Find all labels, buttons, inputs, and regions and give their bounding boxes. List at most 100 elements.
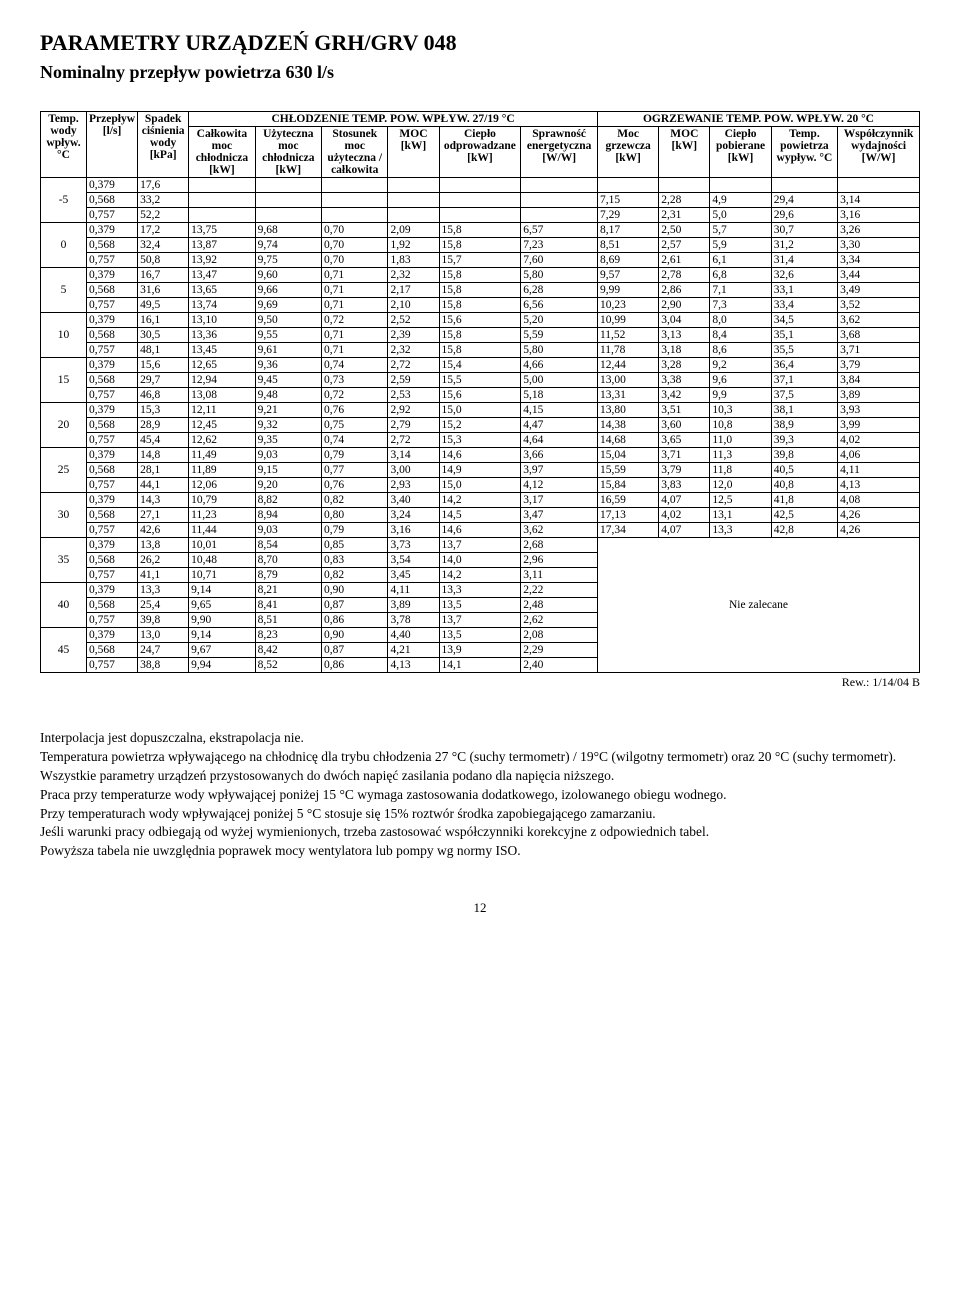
value-cell: 31,4 xyxy=(771,253,837,268)
pressure-drop-cell: 46,8 xyxy=(138,388,189,403)
note-line: Powyższa tabela nie uwzględnia poprawek … xyxy=(40,843,920,860)
table-row: 250,37914,811,499,030,793,1414,63,6615,0… xyxy=(41,448,920,463)
value-cell: 8,17 xyxy=(597,223,658,238)
value-cell xyxy=(439,178,521,193)
value-cell xyxy=(189,178,255,193)
value-cell: 13,10 xyxy=(189,313,255,328)
flow-cell: 0,757 xyxy=(86,613,137,628)
value-cell xyxy=(255,193,321,208)
pressure-drop-cell: 39,8 xyxy=(138,613,189,628)
value-cell: 11,0 xyxy=(710,433,771,448)
page-title: PARAMETRY URZĄDZEŃ GRH/GRV 048 xyxy=(40,30,920,56)
value-cell: 9,15 xyxy=(255,463,321,478)
value-cell: 14,6 xyxy=(439,448,521,463)
note-line: Przy temperaturach wody wpływającej poni… xyxy=(40,806,920,823)
value-cell: 11,8 xyxy=(710,463,771,478)
temp-group-cell: -5 xyxy=(41,178,87,223)
value-cell: 15,8 xyxy=(439,238,521,253)
value-cell: 2,17 xyxy=(388,283,439,298)
value-cell: 8,41 xyxy=(255,598,321,613)
value-cell: 8,54 xyxy=(255,538,321,553)
flow-cell: 0,568 xyxy=(86,598,137,613)
value-cell: 0,86 xyxy=(322,613,388,628)
table-row: 0,56827,111,238,940,803,2414,53,4717,134… xyxy=(41,508,920,523)
temp-group-cell: 5 xyxy=(41,268,87,313)
value-cell: 15,8 xyxy=(439,328,521,343)
value-cell: 36,4 xyxy=(771,358,837,373)
flow-cell: 0,568 xyxy=(86,418,137,433)
value-cell: 3,30 xyxy=(838,238,920,253)
value-cell: 12,65 xyxy=(189,358,255,373)
pressure-drop-cell: 45,4 xyxy=(138,433,189,448)
value-cell: 5,9 xyxy=(710,238,771,253)
value-cell: 40,5 xyxy=(771,463,837,478)
value-cell: 13,87 xyxy=(189,238,255,253)
value-cell: 8,4 xyxy=(710,328,771,343)
value-cell: 12,5 xyxy=(710,493,771,508)
value-cell: 9,14 xyxy=(189,583,255,598)
value-cell: 10,8 xyxy=(710,418,771,433)
value-cell: 6,57 xyxy=(521,223,598,238)
value-cell: 7,23 xyxy=(521,238,598,253)
col-c7: Moc grzewcza [kW] xyxy=(597,127,658,178)
value-cell: 2,68 xyxy=(521,538,598,553)
value-cell xyxy=(439,208,521,223)
pressure-drop-cell: 29,7 xyxy=(138,373,189,388)
value-cell xyxy=(597,178,658,193)
flow-cell: 0,568 xyxy=(86,193,137,208)
value-cell: 17,34 xyxy=(597,523,658,538)
value-cell: 2,92 xyxy=(388,403,439,418)
value-cell: 4,02 xyxy=(659,508,710,523)
value-cell: 3,93 xyxy=(838,403,920,418)
value-cell: 4,26 xyxy=(838,508,920,523)
value-cell: 10,3 xyxy=(710,403,771,418)
value-cell: 12,0 xyxy=(710,478,771,493)
table-row: 0,56833,27,152,284,929,43,14 xyxy=(41,193,920,208)
table-row: 0,75744,112,069,200,762,9315,04,1215,843… xyxy=(41,478,920,493)
value-cell: 0,85 xyxy=(322,538,388,553)
value-cell: 0,80 xyxy=(322,508,388,523)
value-cell: 14,9 xyxy=(439,463,521,478)
col-c1: Całkowita moc chłodnicza [kW] xyxy=(189,127,255,178)
pressure-drop-cell: 44,1 xyxy=(138,478,189,493)
value-cell xyxy=(439,193,521,208)
value-cell xyxy=(322,178,388,193)
value-cell: 9,32 xyxy=(255,418,321,433)
value-cell: 3,38 xyxy=(659,373,710,388)
value-cell: 3,49 xyxy=(838,283,920,298)
value-cell: 9,99 xyxy=(597,283,658,298)
value-cell: 29,6 xyxy=(771,208,837,223)
flow-cell: 0,379 xyxy=(86,178,137,193)
value-cell: 2,40 xyxy=(521,658,598,673)
flow-cell: 0,568 xyxy=(86,373,137,388)
value-cell: 3,68 xyxy=(838,328,920,343)
value-cell: 3,28 xyxy=(659,358,710,373)
value-cell: 0,79 xyxy=(322,523,388,538)
pressure-drop-cell: 52,2 xyxy=(138,208,189,223)
value-cell: 13,08 xyxy=(189,388,255,403)
value-cell: 9,48 xyxy=(255,388,321,403)
value-cell: 14,2 xyxy=(439,493,521,508)
value-cell: 5,80 xyxy=(521,268,598,283)
value-cell: 8,70 xyxy=(255,553,321,568)
value-cell xyxy=(521,178,598,193)
value-cell: 0,70 xyxy=(322,238,388,253)
notes-block: Interpolacja jest dopuszczalna, ekstrapo… xyxy=(40,730,920,860)
value-cell: 3,11 xyxy=(521,568,598,583)
value-cell: 0,74 xyxy=(322,358,388,373)
value-cell: 9,9 xyxy=(710,388,771,403)
value-cell: 0,87 xyxy=(322,643,388,658)
table-row: 0,56831,613,659,660,712,1715,86,289,992,… xyxy=(41,283,920,298)
pressure-drop-cell: 14,3 xyxy=(138,493,189,508)
value-cell: 33,4 xyxy=(771,298,837,313)
flow-cell: 0,757 xyxy=(86,253,137,268)
flow-cell: 0,379 xyxy=(86,268,137,283)
pressure-drop-cell: 28,9 xyxy=(138,418,189,433)
pressure-drop-cell: 30,5 xyxy=(138,328,189,343)
value-cell: 3,79 xyxy=(659,463,710,478)
pressure-drop-cell: 13,8 xyxy=(138,538,189,553)
flow-cell: 0,379 xyxy=(86,448,137,463)
value-cell: 3,47 xyxy=(521,508,598,523)
value-cell: 2,72 xyxy=(388,358,439,373)
value-cell: 4,11 xyxy=(388,583,439,598)
